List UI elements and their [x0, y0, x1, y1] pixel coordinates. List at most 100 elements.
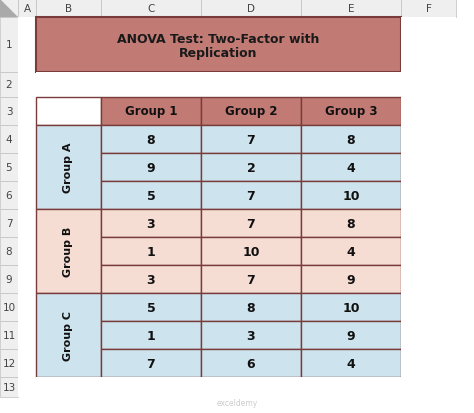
Text: 10: 10 — [342, 189, 360, 202]
Bar — [201, 293, 301, 321]
Text: 3: 3 — [146, 217, 155, 230]
Bar — [0, 209, 18, 237]
Bar — [36, 73, 101, 98]
Text: 4: 4 — [346, 245, 356, 258]
Text: 9: 9 — [6, 274, 12, 284]
Bar — [201, 377, 301, 397]
Text: Group 1: Group 1 — [125, 105, 177, 118]
Text: 2: 2 — [6, 80, 12, 90]
Text: 12: 12 — [2, 358, 16, 368]
Bar — [401, 182, 456, 209]
Bar — [101, 266, 201, 293]
Text: 9: 9 — [146, 161, 155, 174]
Bar — [201, 209, 301, 237]
Bar — [201, 98, 301, 126]
Bar — [401, 0, 456, 18]
Bar — [301, 266, 401, 293]
Text: 6: 6 — [246, 357, 255, 370]
Bar — [401, 293, 456, 321]
Bar — [18, 209, 36, 237]
Bar — [401, 126, 456, 154]
Text: 1: 1 — [146, 329, 155, 342]
Bar — [201, 266, 301, 293]
Text: 7: 7 — [246, 189, 255, 202]
Text: Group 3: Group 3 — [325, 105, 377, 118]
Bar — [36, 126, 101, 209]
Text: F: F — [426, 4, 431, 14]
Bar — [401, 73, 456, 98]
Bar — [101, 154, 201, 182]
Bar — [401, 209, 456, 237]
Bar — [18, 349, 36, 377]
Text: 8: 8 — [6, 247, 12, 256]
Text: 10: 10 — [2, 302, 16, 312]
Bar — [101, 209, 201, 237]
Bar — [301, 209, 401, 237]
Bar — [101, 182, 201, 209]
Bar — [0, 182, 18, 209]
Bar — [401, 237, 456, 266]
Text: 3: 3 — [146, 273, 155, 286]
Bar — [18, 293, 36, 321]
Bar — [401, 18, 456, 73]
Text: Replication: Replication — [179, 47, 258, 60]
Bar — [401, 266, 456, 293]
Text: 3: 3 — [246, 329, 255, 342]
Bar — [0, 293, 18, 321]
Bar — [0, 349, 18, 377]
Text: 1: 1 — [6, 40, 12, 50]
Bar — [0, 321, 18, 349]
Bar — [18, 266, 36, 293]
Bar — [301, 349, 401, 377]
Text: Group A: Group A — [64, 142, 73, 193]
Text: 2: 2 — [246, 161, 255, 174]
Text: Group B: Group B — [64, 226, 73, 276]
Bar — [401, 98, 456, 126]
Bar — [101, 0, 201, 18]
Bar — [301, 73, 401, 98]
Text: 4: 4 — [346, 161, 356, 174]
Bar — [36, 209, 101, 293]
Text: D: D — [247, 4, 255, 14]
Bar — [18, 18, 36, 73]
Bar — [18, 237, 36, 266]
Bar — [201, 349, 301, 377]
Bar — [301, 0, 401, 18]
Bar — [0, 237, 18, 266]
Bar — [18, 321, 36, 349]
Bar — [18, 126, 36, 154]
Bar — [201, 154, 301, 182]
Bar — [18, 154, 36, 182]
Text: B: B — [65, 4, 72, 14]
Bar — [0, 0, 18, 18]
Bar — [301, 321, 401, 349]
Bar — [0, 377, 18, 397]
Bar — [36, 73, 101, 98]
Bar — [0, 126, 18, 154]
Text: Group C: Group C — [64, 310, 73, 360]
Bar — [201, 237, 301, 266]
Bar — [18, 98, 36, 126]
Text: ANOVA Test: Two-Factor with: ANOVA Test: Two-Factor with — [117, 33, 319, 46]
Bar — [18, 182, 36, 209]
Text: 8: 8 — [246, 301, 255, 314]
Bar — [201, 0, 301, 18]
Bar — [36, 0, 101, 18]
Bar — [401, 377, 456, 397]
Text: 7: 7 — [6, 218, 12, 228]
Bar — [401, 349, 456, 377]
Bar — [18, 73, 36, 98]
Bar — [401, 154, 456, 182]
Bar — [36, 293, 101, 377]
Text: 4: 4 — [6, 135, 12, 145]
Text: 11: 11 — [2, 330, 16, 340]
Text: 4: 4 — [346, 357, 356, 370]
Bar — [18, 0, 36, 18]
Bar — [101, 98, 201, 126]
Bar — [201, 321, 301, 349]
Text: A: A — [23, 4, 30, 14]
Text: 9: 9 — [346, 273, 356, 286]
Bar — [0, 154, 18, 182]
Bar — [301, 293, 401, 321]
Bar — [36, 377, 101, 397]
